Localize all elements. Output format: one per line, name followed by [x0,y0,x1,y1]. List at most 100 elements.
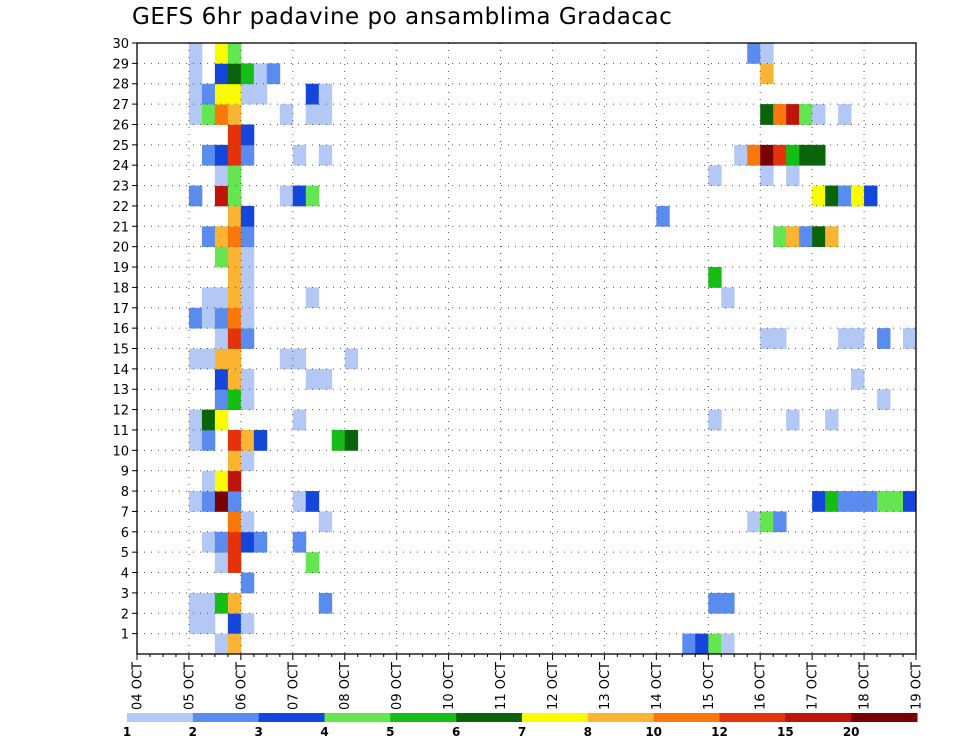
colorbar-label: 10 [645,725,662,739]
heatmap-cell [240,613,255,635]
heatmap-cell [747,144,761,166]
heatmap-cell [812,226,826,248]
heatmap-cell [864,185,878,207]
heatmap-cell [214,83,229,105]
heatmap-cell [786,409,800,431]
x-tick-label: 14 OCT [650,662,665,710]
heatmap-cell [227,328,242,349]
heatmap-cell [214,165,229,186]
heatmap-cell [214,104,229,125]
heatmap-cell [877,491,891,512]
colorbar-label: 15 [777,725,794,739]
heatmap-cell [214,185,229,207]
heatmap-cell [786,144,800,166]
colorbar-swatch [192,713,260,722]
heatmap-cell [773,226,787,248]
heatmap-cell [201,613,216,635]
heatmap-cell [201,307,216,329]
heatmap-cell [305,83,320,105]
heatmap-cell [188,83,203,105]
heatmap-cell [227,83,242,105]
heatmap-cell [773,144,787,166]
heatmap-cell [292,409,307,431]
heatmap-cell [331,429,346,451]
heatmap-cell [227,368,242,390]
heatmap-cell [760,43,774,64]
y-tick-label: 2 [121,607,129,622]
heatmap-cell [253,63,268,85]
heatmap-cell [318,511,333,533]
heatmap-cell [318,83,333,105]
y-tick-label: 30 [112,37,129,52]
heatmap-cell [227,491,242,512]
heatmap-cell [292,491,307,512]
heatmap-cell [227,246,242,268]
heatmap-cell [227,429,242,451]
heatmap-cell [188,185,203,207]
y-tick-label: 11 [112,424,129,439]
colorbar-label: 3 [254,725,262,739]
heatmap-cell [825,185,839,207]
colorbar-swatch [127,713,194,722]
y-tick-label: 16 [112,322,129,337]
heatmap-cell [877,328,891,349]
heatmap-cell [214,470,229,492]
heatmap-cell [240,531,255,553]
x-tick-label: 13 OCT [598,662,613,710]
heatmap-cell [240,429,255,451]
heatmap-cell [227,205,242,227]
heatmap-cell [201,470,216,492]
heatmap-cell [227,470,242,492]
heatmap-cell [760,328,774,349]
heatmap-cell [864,491,878,512]
heatmap-cell [305,287,320,309]
y-tick-label: 20 [112,241,129,256]
colorbar-label: 6 [452,725,460,739]
colorbar-label: 2 [189,725,197,739]
heatmap-cell [240,307,255,329]
heatmap-cell [708,267,722,288]
heatmap-cell [656,205,670,227]
y-tick-label: 13 [112,383,129,398]
heatmap-cell [214,287,229,309]
heatmap-cell [227,124,242,146]
heatmap-cell [227,185,242,207]
heatmap-cell [240,267,255,288]
heatmap-cell [214,63,229,85]
heatmap-cell [305,104,320,125]
y-tick-label: 7 [121,505,129,520]
heatmap-cell [903,491,917,512]
heatmap-cell [227,226,242,248]
y-tick-label: 8 [121,485,129,500]
heatmap-cell [214,552,229,573]
heatmap-cell [903,328,917,349]
heatmap-cell [344,429,359,451]
heatmap-cell [825,226,839,248]
heatmap-cell [227,450,242,472]
heatmap-cell [214,307,229,329]
heatmap-cell [227,592,242,614]
colorbar-swatch [522,713,589,722]
heatmap-cell [708,592,722,614]
heatmap-cell [188,491,203,512]
heatmap-cell [227,511,242,533]
heatmap-cell [799,226,813,248]
heatmap-cell [214,389,229,410]
colorbar-label: 7 [518,725,526,739]
heatmap-cell [279,185,294,207]
heatmap-cell [240,226,255,248]
colorbar-label: 8 [584,725,592,739]
heatmap-cell [760,63,774,85]
x-tick-label: 12 OCT [546,662,561,710]
y-tick-label: 28 [112,78,129,93]
heatmap-cell [760,511,774,533]
heatmap-cell [188,43,203,64]
heatmap-cell [201,429,216,451]
heatmap-cell [773,104,787,125]
heatmap-cell [240,205,255,227]
heatmap-cell [851,328,865,349]
colorbar-swatch [653,713,720,722]
y-tick-label: 12 [112,404,129,419]
y-tick-label: 10 [112,444,129,459]
